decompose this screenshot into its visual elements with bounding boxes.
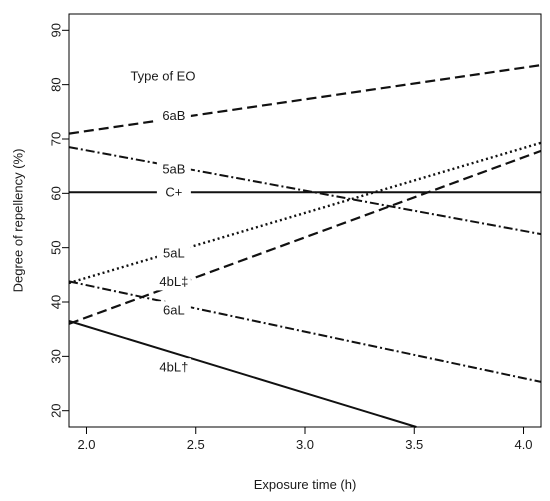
series-layer — [68, 64, 542, 428]
series-label-6al: 6aL — [163, 303, 185, 318]
series-label-5ab: 5aB — [162, 161, 185, 176]
series-line-5ab — [68, 146, 542, 236]
y-tick-label-4: 60 — [49, 186, 64, 200]
x-tick-label-2: 3.0 — [296, 437, 314, 452]
x-tick-label-3: 3.5 — [405, 437, 423, 452]
y-tick-label-7: 90 — [49, 23, 64, 37]
series-label-5al: 5aL — [163, 246, 185, 261]
series-label-backing-5al — [156, 244, 191, 263]
series-line-6ab — [68, 64, 542, 135]
series-label-backing-4bl — [156, 272, 191, 291]
x-tick-label-1: 2.5 — [187, 437, 205, 452]
x-tick-label-4: 4.0 — [514, 437, 532, 452]
y-tick-label-2: 40 — [49, 295, 64, 309]
legend-title: Type of EO — [130, 68, 195, 83]
y-tick-label-0: 20 — [49, 403, 64, 417]
y-tick-label-1: 30 — [49, 349, 64, 363]
series-label-backing-4bl — [156, 358, 191, 377]
x-axis: 2.0 2.5 3.0 3.5 4.0 — [77, 427, 533, 452]
y-tick-label-6: 80 — [49, 77, 64, 91]
y-axis-title: Degree of repellency (%) — [11, 149, 26, 293]
x-tick-label-0: 2.0 — [77, 437, 95, 452]
y-axis: 20 30 40 50 60 70 80 90 — [49, 23, 69, 418]
series-label-4bl: 4bL‡ — [159, 274, 188, 289]
y-tick-label-5: 70 — [49, 132, 64, 146]
x-axis-title: Exposure time (h) — [254, 477, 357, 492]
series-line-4bl — [68, 320, 417, 428]
series-label-layer: 6aB 5aB C+ 5aL 4bL‡ 6aL 4bL† — [156, 106, 191, 377]
series-label-c: C+ — [165, 185, 182, 200]
series-label-6ab: 6aB — [162, 108, 185, 123]
series-label-backing-5ab — [156, 159, 191, 178]
series-label-backing-6ab — [156, 106, 191, 125]
series-line-5al — [68, 141, 542, 285]
series-line-6al — [68, 280, 542, 383]
series-label-backing-6al — [156, 301, 191, 320]
series-label-4bl: 4bL† — [159, 360, 188, 375]
y-tick-label-3: 50 — [49, 240, 64, 254]
series-label-backing-c — [156, 183, 191, 202]
series-line-4bl — [68, 149, 542, 325]
